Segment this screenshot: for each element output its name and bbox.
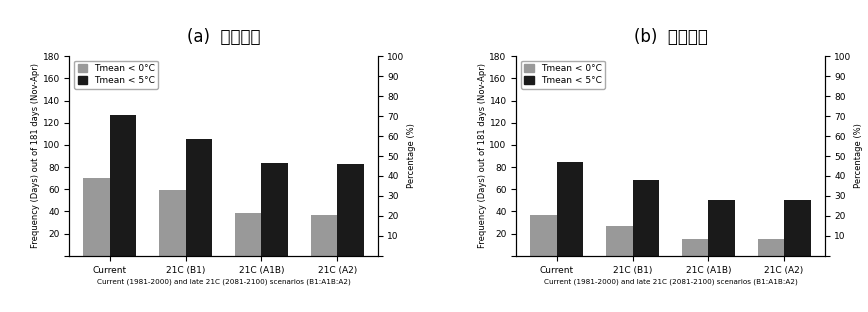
Y-axis label: Percentage (%): Percentage (%) xyxy=(854,124,864,188)
X-axis label: Current (1981-2000) and late 21C (2081-2100) scenarios (B1:A1B:A2): Current (1981-2000) and late 21C (2081-2… xyxy=(96,279,351,285)
Bar xyxy=(311,215,337,256)
Bar xyxy=(83,178,110,256)
Bar xyxy=(337,164,364,256)
Bar xyxy=(606,226,633,256)
Bar xyxy=(159,190,186,256)
Bar xyxy=(758,239,784,256)
Bar xyxy=(186,139,212,256)
Legend: Tmean < 0°C, Tmean < 5°C: Tmean < 0°C, Tmean < 5°C xyxy=(521,61,605,89)
Y-axis label: Frequency (Days) out of 181 days (Nov-Apr): Frequency (Days) out of 181 days (Nov-Ap… xyxy=(30,64,40,248)
Bar xyxy=(110,115,136,256)
Bar xyxy=(530,215,557,256)
Bar xyxy=(784,200,811,256)
Y-axis label: Percentage (%): Percentage (%) xyxy=(407,124,417,188)
Title: (a)  중부지방: (a) 중부지방 xyxy=(187,28,260,46)
X-axis label: Current (1981-2000) and late 21C (2081-2100) scenarios (B1:A1B:A2): Current (1981-2000) and late 21C (2081-2… xyxy=(543,279,798,285)
Bar xyxy=(261,163,288,256)
Y-axis label: Frequency (Days) out of 181 days (Nov-Apr): Frequency (Days) out of 181 days (Nov-Ap… xyxy=(477,64,487,248)
Title: (b)  남부지방: (b) 남부지방 xyxy=(634,28,707,46)
Bar xyxy=(682,239,708,256)
Bar xyxy=(633,180,659,256)
Legend: Tmean < 0°C, Tmean < 5°C: Tmean < 0°C, Tmean < 5°C xyxy=(74,61,158,89)
Bar xyxy=(708,200,735,256)
Bar xyxy=(557,162,583,256)
Bar xyxy=(235,212,261,256)
